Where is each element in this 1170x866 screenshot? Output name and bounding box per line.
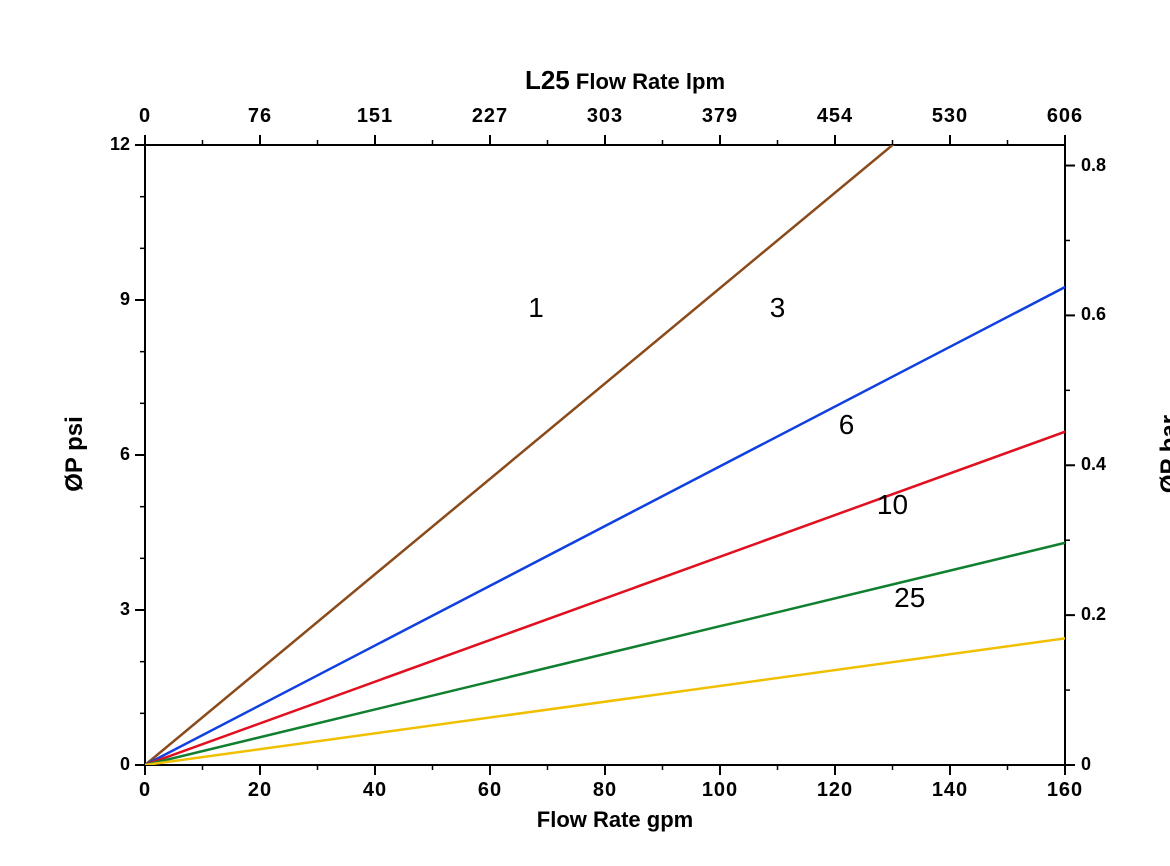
y-left-axis-label: ØP psi — [61, 394, 89, 514]
y-right-axis-label: ØP bar — [1156, 394, 1170, 514]
y-left-tick-label: 3 — [90, 599, 130, 620]
x-top-tick-label: 227 — [460, 105, 520, 128]
series-label-s3: 3 — [753, 292, 803, 324]
series-label-s10: 10 — [868, 489, 918, 521]
y-right-tick-label: 0.4 — [1081, 454, 1131, 475]
y-right-tick-label: 0.8 — [1081, 155, 1131, 176]
x-top-tick-label: 0 — [115, 105, 175, 128]
x-bottom-tick-label: 0 — [115, 779, 175, 802]
x-bottom-tick-label: 40 — [345, 779, 405, 802]
x-top-axis-text: Flow Rate lpm — [570, 69, 725, 94]
x-top-tick-label: 606 — [1035, 105, 1095, 128]
y-right-tick-label: 0 — [1081, 754, 1131, 775]
series-label-s25: 25 — [885, 582, 935, 614]
x-top-tick-label: 530 — [920, 105, 980, 128]
x-bottom-tick-label: 160 — [1035, 779, 1095, 802]
x-bottom-tick-label: 120 — [805, 779, 865, 802]
y-right-tick-label: 0.2 — [1081, 604, 1131, 625]
x-top-tick-label: 379 — [690, 105, 750, 128]
series-label-s1: 1 — [511, 292, 561, 324]
y-right-tick-label: 0.6 — [1081, 304, 1131, 325]
x-bottom-tick-label: 140 — [920, 779, 980, 802]
x-top-tick-label: 76 — [230, 105, 290, 128]
y-left-tick-label: 0 — [90, 754, 130, 775]
x-top-tick-label: 151 — [345, 105, 405, 128]
x-top-tick-label: 454 — [805, 105, 865, 128]
x-bottom-tick-label: 20 — [230, 779, 290, 802]
x-top-tick-label: 303 — [575, 105, 635, 128]
y-left-tick-label: 9 — [90, 289, 130, 310]
x-bottom-axis-label: Flow Rate gpm — [505, 807, 725, 833]
x-top-axis-prefix: L25 — [525, 65, 570, 95]
chart-svg — [0, 0, 1170, 866]
x-top-axis-label: L25 Flow Rate lpm — [455, 65, 795, 96]
y-left-tick-label: 12 — [90, 134, 130, 155]
x-bottom-tick-label: 80 — [575, 779, 635, 802]
chart-stage: 0204060801001201401600761512273033794545… — [0, 0, 1170, 866]
series-label-s6: 6 — [822, 409, 872, 441]
x-bottom-tick-label: 100 — [690, 779, 750, 802]
x-bottom-tick-label: 60 — [460, 779, 520, 802]
y-left-tick-label: 6 — [90, 444, 130, 465]
